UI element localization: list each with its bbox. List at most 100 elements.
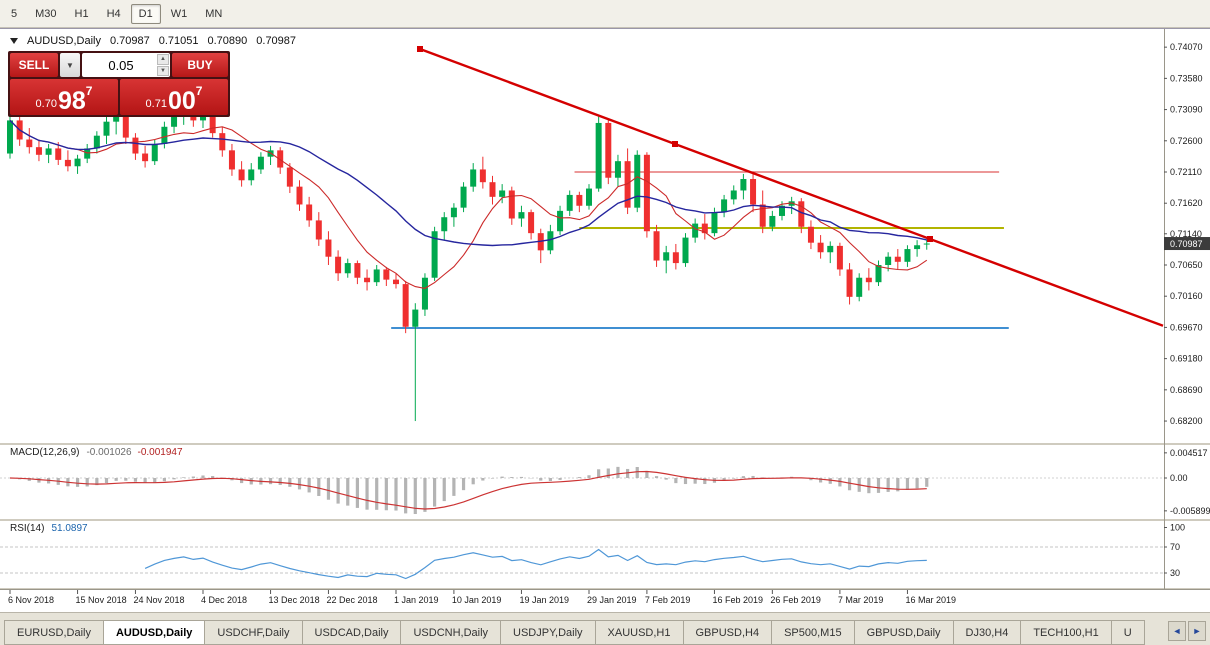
chart-tab-dj30-h4[interactable]: DJ30,H4	[952, 620, 1022, 645]
arrow-left-icon: ◄	[1172, 626, 1182, 636]
svg-text:19 Jan 2019: 19 Jan 2019	[519, 595, 569, 605]
tabs-scroll-left-button[interactable]: ◄	[1168, 621, 1186, 641]
svg-text:1 Jan 2019: 1 Jan 2019	[394, 595, 439, 605]
chart-tabs: EURUSD,Daily AUDUSD,Daily USDCHF,Daily USDC…	[0, 620, 1164, 645]
rsi-indicator-label: RSI(14) 51.0897	[10, 523, 88, 534]
sell-price-sup: 7	[85, 84, 93, 98]
rsi-axis: 100 70 30	[1164, 523, 1185, 578]
current-price-tag: 0.70987	[1164, 237, 1210, 251]
svg-text:0.72600: 0.72600	[1170, 136, 1203, 146]
svg-text:0.73090: 0.73090	[1170, 105, 1203, 115]
one-click-trading-panel: SELL ▼ ▲ ▼ BUY 0.70 98 7	[8, 51, 230, 117]
volume-step-down-button[interactable]: ▼	[157, 65, 169, 76]
timeframe-d1-button[interactable]: D1	[130, 3, 161, 24]
chart-tab-gbpusd-daily[interactable]: GBPUSD,Daily	[853, 620, 954, 645]
volume-step-up-button[interactable]: ▲	[157, 54, 169, 65]
buy-price-big: 00	[167, 86, 196, 115]
volume-input[interactable]	[82, 53, 170, 77]
svg-text:0.70160: 0.70160	[1170, 291, 1203, 301]
svg-text:70: 70	[1170, 542, 1180, 552]
trendline-object[interactable]	[417, 46, 1164, 327]
tabs-scroll-controls: ◄ ►	[1164, 621, 1210, 645]
timeframe-toolbar: 5 M30 H1 H4 D1 W1 MN	[0, 0, 1210, 28]
svg-text:0.69670: 0.69670	[1170, 322, 1203, 332]
timeframe-mn-button[interactable]: MN	[205, 7, 223, 20]
ohlc-open: 0.70987	[109, 35, 150, 47]
date-axis: 6 Nov 2018 15 Nov 2018 24 Nov 2018 4 Dec 20…	[8, 590, 956, 605]
ohlc-high: 0.71051	[158, 35, 199, 47]
svg-text:0.70987: 0.70987	[1170, 239, 1203, 249]
svg-text:0.71140: 0.71140	[1170, 229, 1202, 239]
symbol-info: AUDUSD,Daily 0.70987 0.71051 0.70890 0.7…	[10, 35, 296, 47]
rsi-panel	[0, 546, 1164, 580]
svg-text:7 Mar 2019: 7 Mar 2019	[838, 595, 884, 605]
sell-button[interactable]: SELL	[10, 53, 58, 77]
chart-svg[interactable]: 0.740700.735800.730900.726000.721100.716…	[0, 29, 1210, 613]
chart-tab-usdchf-daily[interactable]: USDCHF,Daily	[204, 620, 303, 645]
svg-text:0.74070: 0.74070	[1170, 42, 1203, 52]
buy-price-small: 0.71	[145, 98, 167, 110]
svg-text:0.00: 0.00	[1170, 473, 1188, 483]
tabs-scroll-right-button[interactable]: ►	[1188, 621, 1206, 641]
chart-tab-gbpusd-h4[interactable]: GBPUSD,H4	[682, 620, 773, 645]
buy-price-sup: 7	[195, 84, 203, 98]
arrow-right-icon: ►	[1192, 626, 1202, 636]
svg-text:0.69180: 0.69180	[1170, 354, 1203, 364]
chart-tab-xauusd-h1[interactable]: XAUUSD,H1	[594, 620, 684, 645]
buy-button[interactable]: BUY	[172, 53, 228, 77]
svg-text:22 Dec 2018: 22 Dec 2018	[326, 595, 377, 605]
svg-text:13 Dec 2018: 13 Dec 2018	[269, 595, 320, 605]
chart-tab-u[interactable]: U	[1110, 620, 1145, 645]
timeframe-h4-button[interactable]: H4	[106, 7, 121, 20]
svg-text:0.68200: 0.68200	[1170, 416, 1203, 426]
timeframe-m30-button[interactable]: M30	[35, 7, 57, 20]
macd-indicator-label: MACD(12,26,9) -0.001026 -0.001947	[10, 447, 183, 458]
svg-text:6 Nov 2018: 6 Nov 2018	[8, 595, 54, 605]
rsi-value: 51.0897	[51, 523, 88, 534]
chevron-down-icon: ▼	[66, 60, 74, 70]
chart-tab-audusd-daily[interactable]: AUDUSD,Daily	[102, 620, 206, 645]
chart-tab-sp500-m15[interactable]: SP500,M15	[771, 620, 855, 645]
macd-axis: 0.004517 0.00 -0.005899	[1164, 448, 1210, 516]
svg-text:29 Jan 2019: 29 Jan 2019	[587, 595, 637, 605]
chart-tab-tech100-h1[interactable]: TECH100,H1	[1020, 620, 1112, 645]
sell-price-small: 0.70	[35, 98, 57, 110]
timeframe-5-button[interactable]: 5	[11, 7, 18, 20]
svg-text:0.71620: 0.71620	[1170, 198, 1203, 208]
sell-price-big: 98	[57, 86, 86, 115]
symbol-title: AUDUSD,Daily	[27, 35, 101, 47]
svg-text:10 Jan 2019: 10 Jan 2019	[452, 595, 502, 605]
svg-text:7 Feb 2019: 7 Feb 2019	[645, 595, 691, 605]
volume-dropdown-button[interactable]: ▼	[60, 53, 80, 77]
svg-text:0.72110: 0.72110	[1170, 167, 1202, 177]
timeframe-w1-button[interactable]: W1	[170, 7, 188, 20]
volume-field-wrap: ▲ ▼	[82, 53, 170, 77]
chart-tab-usdjpy-daily[interactable]: USDJPY,Daily	[500, 620, 596, 645]
macd-panel	[0, 466, 1164, 515]
svg-text:26 Feb 2019: 26 Feb 2019	[770, 595, 821, 605]
rsi-line	[144, 548, 927, 580]
sell-price-display[interactable]: 0.70 98 7	[10, 79, 118, 115]
chart-shift-marker-icon	[10, 38, 18, 44]
chart-tab-eurusd-daily[interactable]: EURUSD,Daily	[4, 620, 104, 645]
svg-text:15 Nov 2018: 15 Nov 2018	[76, 595, 127, 605]
svg-text:16 Mar 2019: 16 Mar 2019	[905, 595, 956, 605]
svg-text:-0.005899: -0.005899	[1170, 506, 1210, 516]
chart-tab-usdcad-daily[interactable]: USDCAD,Daily	[301, 620, 402, 645]
timeframe-h1-button[interactable]: H1	[74, 7, 89, 20]
ohlc-low: 0.70890	[207, 35, 248, 47]
chart-tab-usdcnh-daily[interactable]: USDCNH,Daily	[400, 620, 502, 645]
rsi-name: RSI(14)	[10, 523, 45, 534]
buy-price-display[interactable]: 0.71 00 7	[120, 79, 228, 115]
svg-text:0.73580: 0.73580	[1170, 73, 1203, 83]
ohlc-close: 0.70987	[256, 35, 297, 47]
svg-text:100: 100	[1170, 523, 1185, 533]
svg-text:16 Feb 2019: 16 Feb 2019	[712, 595, 763, 605]
macd-main-value: -0.001026	[86, 447, 132, 458]
chart-window: 0.74070 0.73580 0.73090 0.72600 0.72110 0.716…	[0, 28, 1210, 613]
ma-slow-line	[9, 119, 927, 247]
svg-text:24 Nov 2018: 24 Nov 2018	[133, 595, 184, 605]
macd-signal-value: -0.001947	[137, 447, 183, 458]
volume-stepper: ▲ ▼	[157, 54, 169, 76]
